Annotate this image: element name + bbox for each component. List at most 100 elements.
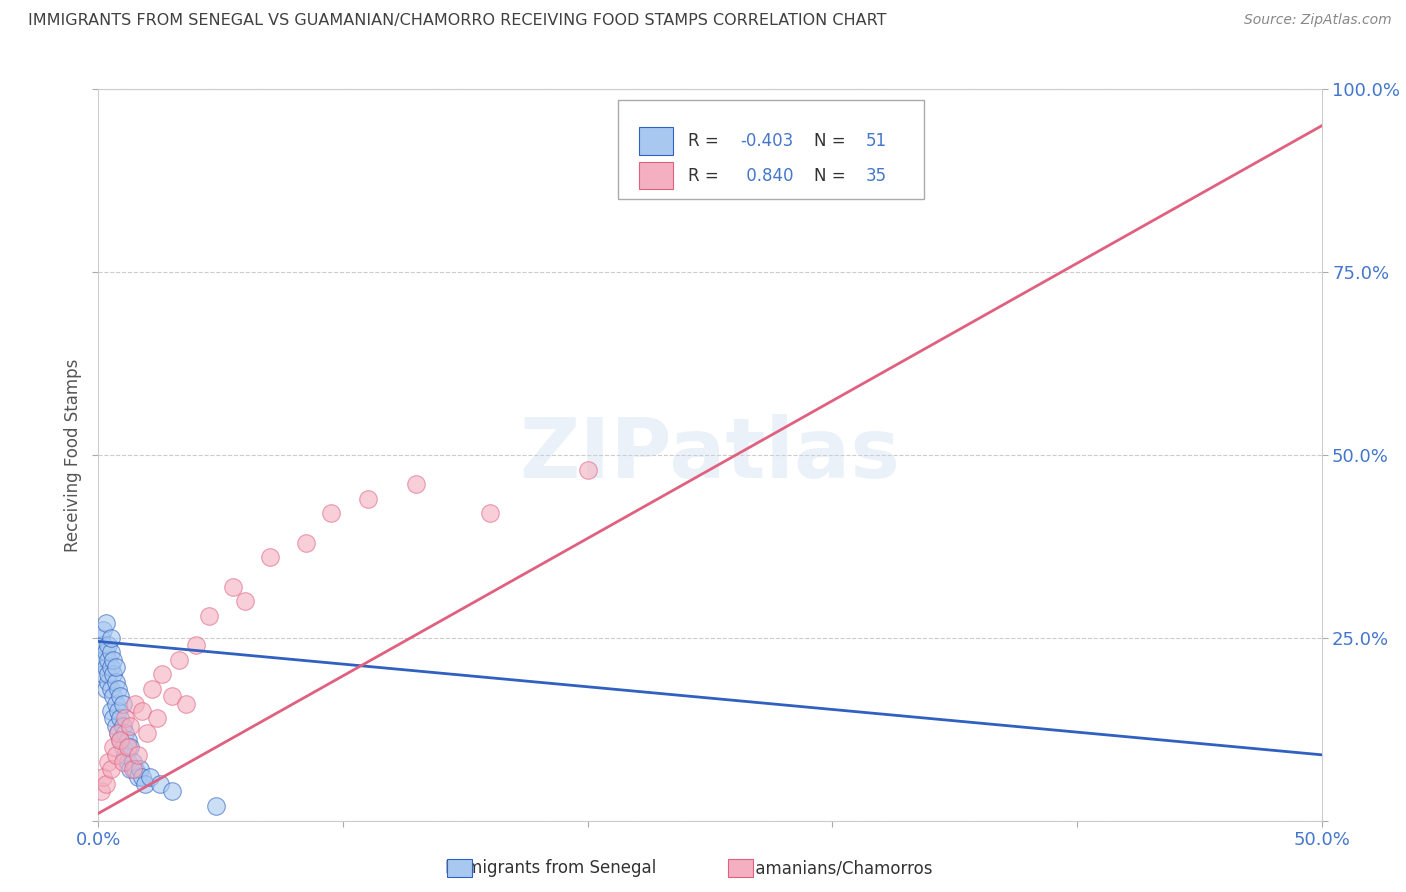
Point <box>91 624 114 638</box>
Point <box>120 718 142 732</box>
Text: 0.840: 0.840 <box>741 167 793 185</box>
Text: N =: N = <box>814 167 851 185</box>
Point <box>104 718 127 732</box>
Point <box>134 777 156 791</box>
Point <box>97 667 120 681</box>
Point <box>97 755 120 769</box>
Text: N =: N = <box>814 132 851 150</box>
Point <box>94 645 117 659</box>
Point <box>233 594 256 608</box>
Point <box>149 777 172 791</box>
Bar <box>447 859 471 877</box>
Point <box>124 697 146 711</box>
Point <box>100 631 122 645</box>
Point <box>101 690 124 704</box>
Point <box>356 491 378 506</box>
Point <box>101 711 124 725</box>
Point <box>107 726 129 740</box>
Point <box>111 718 134 732</box>
FancyBboxPatch shape <box>619 100 924 199</box>
Point <box>107 704 129 718</box>
Text: Guamanians/Chamorros: Guamanians/Chamorros <box>733 859 932 877</box>
Point <box>319 507 342 521</box>
Bar <box>640 161 673 189</box>
Point <box>405 477 427 491</box>
Point <box>114 726 136 740</box>
Point <box>100 660 122 674</box>
Point <box>186 638 208 652</box>
Text: R =: R = <box>688 167 724 185</box>
Point <box>576 462 599 476</box>
Point <box>167 653 190 667</box>
Point <box>160 690 183 704</box>
Point <box>176 697 198 711</box>
Text: 35: 35 <box>865 167 887 185</box>
Point <box>107 681 129 696</box>
Point <box>114 711 136 725</box>
Text: Immigrants from Senegal: Immigrants from Senegal <box>446 859 657 877</box>
Point <box>111 740 134 755</box>
Point <box>110 690 132 704</box>
Point <box>121 755 143 769</box>
Text: Source: ZipAtlas.com: Source: ZipAtlas.com <box>1244 13 1392 28</box>
Point <box>197 608 219 623</box>
Text: IMMIGRANTS FROM SENEGAL VS GUAMANIAN/CHAMORRO RECEIVING FOOD STAMPS CORRELATION : IMMIGRANTS FROM SENEGAL VS GUAMANIAN/CHA… <box>28 13 887 29</box>
Point <box>111 697 134 711</box>
Point <box>110 711 132 725</box>
Point <box>124 763 146 777</box>
Y-axis label: Receiving Food Stamps: Receiving Food Stamps <box>63 359 82 551</box>
Point <box>100 681 122 696</box>
Point <box>259 550 281 565</box>
Text: -0.403: -0.403 <box>741 132 794 150</box>
Point <box>117 740 139 755</box>
Point <box>104 747 127 762</box>
Point <box>129 763 152 777</box>
Point <box>94 616 117 631</box>
Point <box>94 681 117 696</box>
Point <box>104 660 127 674</box>
Point <box>91 638 114 652</box>
Text: 51: 51 <box>865 132 887 150</box>
Point <box>107 726 129 740</box>
Point <box>110 733 132 747</box>
Point <box>478 507 501 521</box>
Point <box>94 777 117 791</box>
Point <box>222 580 245 594</box>
Point <box>205 799 228 814</box>
Point <box>110 733 132 747</box>
Text: R =: R = <box>688 132 724 150</box>
Point <box>136 726 159 740</box>
Point <box>94 660 117 674</box>
Bar <box>640 128 673 155</box>
Point <box>295 535 318 549</box>
Point <box>120 740 142 755</box>
Point <box>100 763 122 777</box>
Point <box>101 667 124 681</box>
Point <box>141 681 163 696</box>
Point <box>127 747 149 762</box>
Point <box>104 674 127 689</box>
Point <box>111 755 134 769</box>
Point <box>120 763 142 777</box>
Point <box>90 631 112 645</box>
Point <box>117 733 139 747</box>
Point <box>150 667 173 681</box>
Point <box>101 653 124 667</box>
Point <box>121 763 143 777</box>
Point <box>90 784 112 798</box>
Point <box>91 770 114 784</box>
Point <box>114 747 136 762</box>
Point <box>127 770 149 784</box>
Point <box>91 667 114 681</box>
Point <box>97 674 120 689</box>
Point <box>104 697 127 711</box>
Point <box>131 770 153 784</box>
Point <box>160 784 183 798</box>
Point <box>100 704 122 718</box>
Point <box>101 740 124 755</box>
Point <box>97 638 120 652</box>
Point <box>90 653 112 667</box>
Bar <box>728 859 752 877</box>
Point <box>139 770 162 784</box>
Point <box>100 645 122 659</box>
